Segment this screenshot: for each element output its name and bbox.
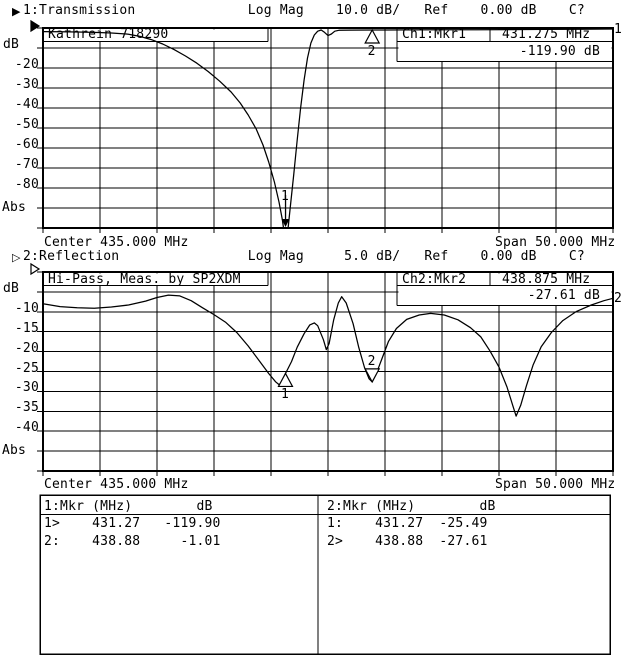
trace-title-box [44,273,267,285]
trace-title-box [44,29,267,41]
y-tick-label: -80 [14,177,39,192]
y-tick-label: Abs [2,200,27,215]
marker-triangle-up-icon [277,372,294,388]
ch1-center-freq: Center 435.000 MHz [44,235,189,250]
marker-digit: 2 [367,44,376,60]
ch2-header: 2:Reflection Log Mag 5.0 dB/ Ref 0.00 dB… [23,249,585,264]
marker-digit: 1 [280,387,289,403]
marker-table-ch2-header: 2:Mkr (MHz) dB [327,499,496,514]
marker-triangle-up-icon [364,28,381,44]
y-tick-label: -25 [14,360,39,376]
marker-table-border [39,494,611,655]
y-tick-label: Abs [2,443,27,459]
marker-readout-box [398,29,612,61]
ch1-header: 1:Transmission Log Mag 10.0 dB/ Ref 0.00… [23,3,585,18]
ch2-inactive-icon: ▷ [12,251,21,264]
ch1-readout-value: -119.90 dB [519,44,600,59]
y-tick-label: -40 [14,420,39,436]
transmission-trace [42,28,614,229]
y-tick-label: -10 [14,300,39,316]
inactive-channel-ref-icon [30,262,41,276]
ch1-readout-freq: 431.275 MHz [502,27,591,42]
y-tick-label: -20 [14,57,39,72]
ch2-readout-channel: Ch2:Mkr2 [402,272,467,287]
y-tick-label: -30 [14,380,39,396]
marker-readout-box [398,273,612,305]
offscale-marker-arrow-icon [281,219,290,227]
marker-table-ch2-row2: 2> 438.88 -27.61 [327,534,488,549]
ch1-trace-label: Kathrein 718290 [48,27,169,42]
marker-digit: 2 [367,353,376,369]
marker-digit: 1 [281,189,290,204]
y-tick-label: -35 [14,400,39,416]
ch2-trace-label: Hi-Pass, Meas. by SP2XDM [48,272,241,287]
ch1-active-icon: ▶ [12,5,21,18]
y-tick-label: -60 [14,137,39,152]
y-tick-label: -50 [14,117,39,132]
y-tick-label: -30 [14,77,39,92]
marker-table-ch1-row2: 2: 438.88 -1.01 [44,534,221,549]
marker-table-ch1-row1: 1> 431.27 -119.90 [44,516,221,531]
y-tick-label: -15 [14,320,39,336]
ch2-readout-value: -27.61 dB [527,288,600,303]
ch2-center-freq: Center 435.000 MHz [44,477,189,492]
marker-table-ch2-row1: 1: 431.27 -25.49 [327,516,488,531]
y-tick-label: -40 [14,97,39,112]
trace-number-indicator: 2 [614,290,623,306]
y-tick-label: dB [3,280,20,296]
y-tick-label: dB [3,37,20,52]
trace-number-indicator: 1 [614,21,623,37]
ch2-span: Span 50.000 MHz [495,477,616,492]
marker-triangle-down-icon [364,368,381,384]
marker-table-ch1-header: 1:Mkr (MHz) dB [44,499,213,514]
y-tick-label: -20 [14,340,39,356]
y-tick-label: -70 [14,157,39,172]
ch1-span: Span 50.000 MHz [495,235,616,250]
reflection-trace [42,294,614,417]
ch2-readout-freq: 438.875 MHz [502,272,591,287]
active-channel-ref-icon [30,19,41,33]
ch1-readout-channel: Ch1:Mkr1 [402,27,467,42]
